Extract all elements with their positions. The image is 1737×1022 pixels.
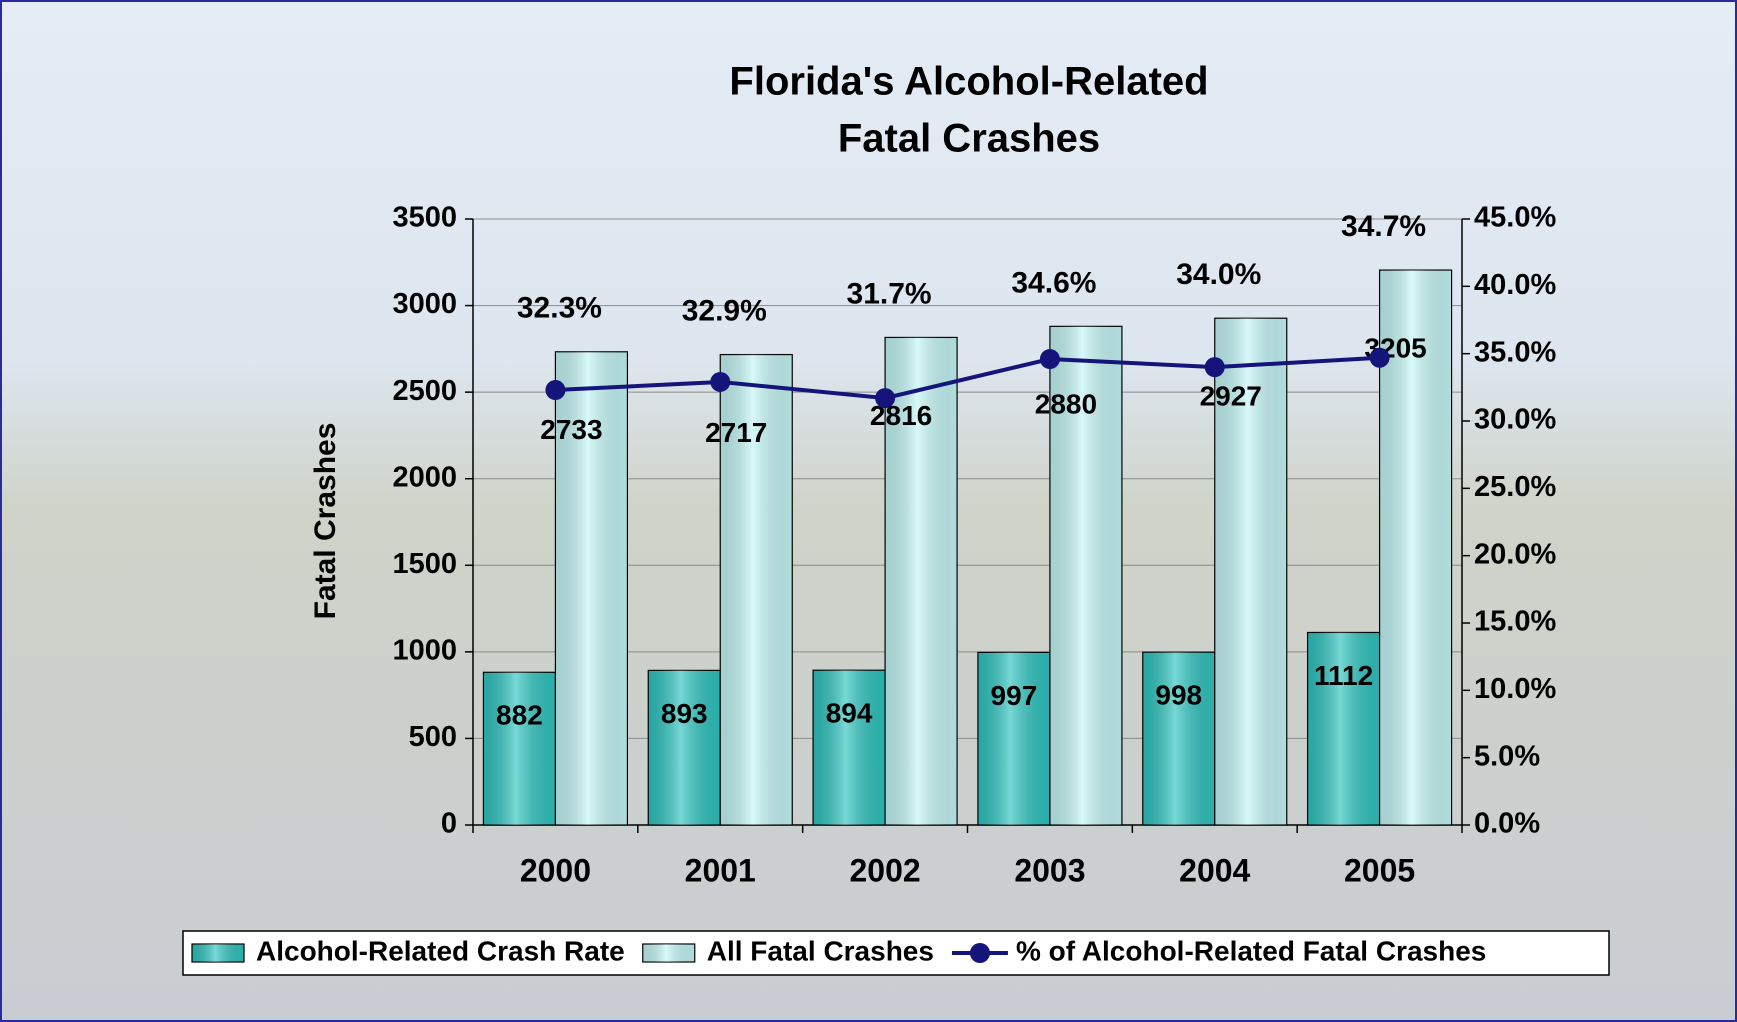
y2-tick-label: 10.0%: [1474, 673, 1556, 705]
data-label: 34.6%: [1011, 266, 1096, 299]
data-label: 34.7%: [1341, 210, 1426, 243]
y2-tick-label: 35.0%: [1474, 336, 1556, 368]
y-tick-label: 500: [409, 721, 457, 753]
legend-label: Alcohol-Related Crash Rate: [256, 935, 625, 966]
line: [555, 355, 1380, 401]
data-label: 894: [826, 698, 873, 729]
bar-shine: [1214, 318, 1287, 825]
x-tick-label: 2005: [1344, 852, 1415, 888]
legend-swatch: [969, 943, 990, 963]
data-label: 34.0%: [1176, 258, 1261, 291]
data-label: 2717: [705, 417, 767, 448]
y-tick-label: 0: [441, 808, 457, 840]
y2-tick-label: 25.0%: [1474, 471, 1556, 503]
y2-tick-label: 5.0%: [1474, 740, 1540, 772]
data-label: 997: [991, 680, 1038, 711]
x-tick-label: 2004: [1179, 852, 1250, 888]
legend: [182, 930, 1610, 976]
bar-shine: [1307, 632, 1380, 825]
y-tick-label: 2000: [392, 461, 457, 493]
y-tick-label: 3000: [392, 288, 457, 320]
bar-shine: [483, 672, 556, 825]
y2-tick-label: 30.0%: [1474, 404, 1556, 436]
data-label: 32.3%: [517, 292, 602, 325]
x-tick-label: 2003: [1014, 852, 1085, 888]
x-tick-label: 2001: [685, 852, 756, 888]
legend-label: % of Alcohol-Related Fatal Crashes: [1016, 935, 1486, 966]
bar-shine: [1142, 652, 1215, 825]
legend-label: All Fatal Crashes: [707, 935, 934, 966]
bar-shine: [1379, 270, 1452, 825]
line-marker: [545, 380, 566, 401]
y2-tick-label: 0.0%: [1474, 808, 1540, 840]
line-marker: [875, 388, 896, 409]
bar-shine: [813, 670, 886, 825]
line-marker: [710, 371, 731, 392]
bar-shine: [648, 670, 721, 825]
chart-title: Florida's Alcohol-Related: [729, 60, 1208, 104]
y2-tick-label: 20.0%: [1474, 538, 1556, 570]
line-marker: [1369, 347, 1390, 368]
y-tick-label: 3500: [392, 202, 457, 234]
data-label: 2880: [1035, 389, 1097, 420]
bar-shine: [885, 337, 958, 825]
x-tick-label: 2002: [849, 852, 920, 888]
data-label: 1112: [1314, 660, 1373, 691]
data-label: 998: [1155, 680, 1202, 711]
data-label: 893: [661, 698, 708, 729]
data-label: 882: [496, 700, 543, 731]
y2-tick-label: 40.0%: [1474, 269, 1556, 301]
bar-shine: [720, 354, 793, 825]
legend-swatch-shine: [642, 944, 695, 962]
data-label: 2927: [1200, 381, 1262, 412]
y2-tick-label: 45.0%: [1474, 202, 1556, 234]
bar-shine: [977, 652, 1050, 825]
y-tick-label: 1500: [392, 548, 457, 580]
data-label: 31.7%: [847, 277, 932, 310]
data-label: 2733: [540, 414, 602, 445]
line-marker: [1204, 357, 1225, 378]
bar-shine: [1049, 326, 1122, 825]
data-label: 32.9%: [682, 294, 767, 327]
chart-title: Fatal Crashes: [838, 117, 1100, 161]
x-tick-label: 2000: [520, 852, 591, 888]
line-marker: [1039, 349, 1060, 370]
y2-tick-label: 15.0%: [1474, 606, 1556, 638]
y-axis-title: Fatal Crashes: [309, 423, 342, 620]
bar-shine: [555, 351, 628, 825]
legend-swatch-shine: [192, 944, 244, 962]
y-tick-label: 1000: [392, 635, 457, 667]
y-tick-label: 2500: [392, 375, 457, 407]
